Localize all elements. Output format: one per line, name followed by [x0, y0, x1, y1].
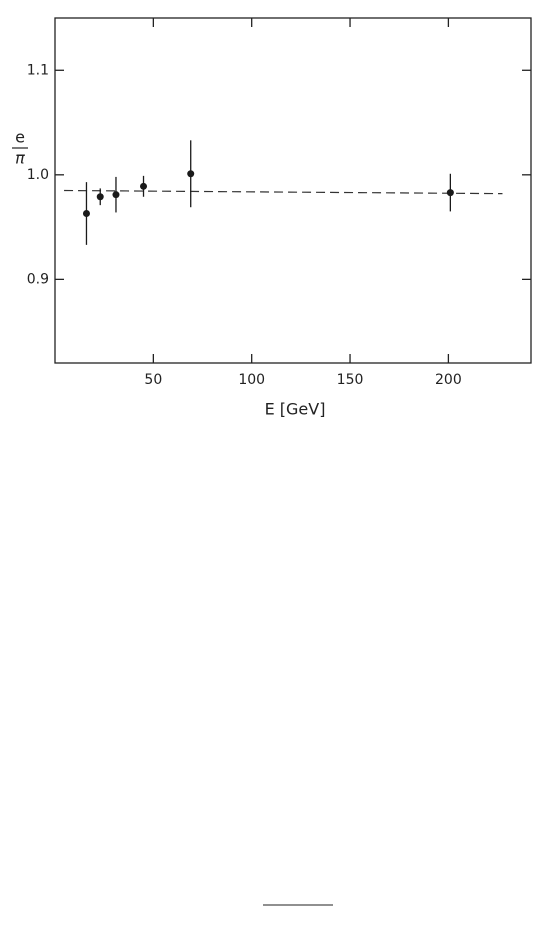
y-label-numerator: e: [15, 128, 25, 147]
data-point: [82, 210, 90, 217]
x-tick-label: 150: [337, 372, 364, 388]
y-tick-label: 0.9: [27, 271, 49, 287]
y-tick-label: 1.1: [27, 62, 49, 78]
y-label-denominator: π: [15, 149, 25, 168]
data-point: [446, 189, 454, 197]
y-tick-label: 1.0: [27, 167, 49, 183]
x-tick-label: 100: [238, 372, 265, 388]
x-tick-label: 200: [435, 372, 462, 388]
data-point: [187, 170, 195, 178]
x-tick-label: 50: [144, 372, 162, 388]
fit-line: [64, 189, 503, 195]
data-point: [112, 191, 120, 199]
data-point: [96, 193, 104, 201]
x-label: E [GeV]: [265, 400, 326, 419]
data-point: [140, 182, 148, 190]
plot-frame: [54, 17, 532, 364]
